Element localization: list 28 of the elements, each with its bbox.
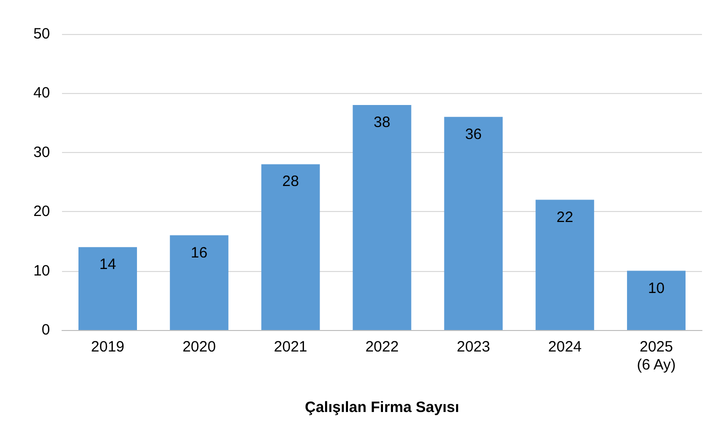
y-tick-label: 40 [33,84,50,102]
bar [78,247,137,330]
y-tick-label: 0 [42,322,50,338]
bar [261,164,320,330]
x-tick-label: 2023 [456,338,490,356]
x-tick-label: 2019 [91,338,124,356]
x-tick-label: 2020 [182,338,216,356]
data-label: 14 [99,256,116,274]
bar [444,116,503,330]
y-tick-label: 20 [33,203,50,220]
x-tick-label: 2021 [274,338,308,356]
y-tick-label: 30 [33,144,50,161]
bar [536,200,594,330]
data-label: 16 [190,244,208,262]
x-axis-title: Çalışılan Firma Sayısı [304,399,460,416]
bar [627,270,686,330]
data-label: 28 [282,173,299,190]
data-label: 38 [374,114,390,132]
y-tick-label: 50 [33,26,50,42]
bar [352,105,412,330]
x-tick-label: 2022 [365,338,399,356]
data-label: 36 [465,126,482,143]
x-tick-label: 2025 (6 Ay) [636,338,676,374]
bar [170,235,228,330]
data-label: 22 [556,208,574,226]
x-tick-label: 2024 [548,338,582,356]
y-tick-label: 10 [33,262,50,280]
data-label: 10 [648,280,665,297]
